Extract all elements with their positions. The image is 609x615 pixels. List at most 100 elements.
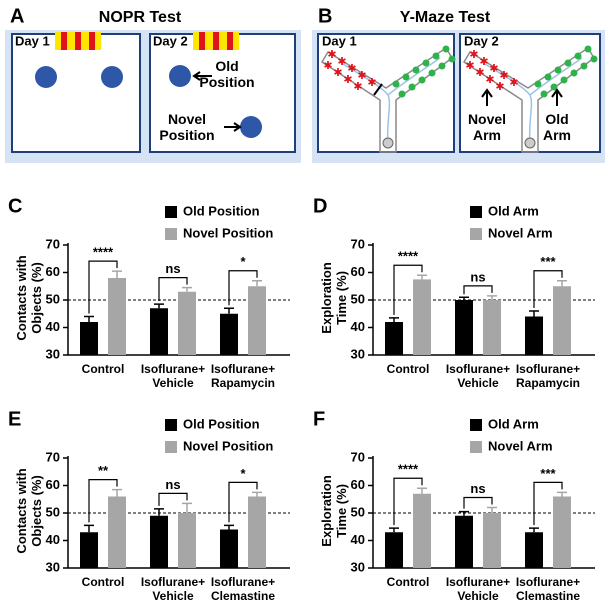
error-bar xyxy=(459,510,469,516)
svg-text:✱: ✱ xyxy=(333,67,342,79)
arena xyxy=(149,33,296,153)
x-tick-label: Isoflurane+ Vehicle xyxy=(140,362,206,390)
svg-text:✱: ✱ xyxy=(367,77,376,89)
significance-bracket xyxy=(158,492,188,506)
svg-text:✱: ✱ xyxy=(499,70,508,82)
y-tick-label: 60 xyxy=(46,477,60,492)
error-bar xyxy=(487,506,497,513)
object xyxy=(35,66,57,88)
x-tick-label: Control xyxy=(386,575,430,589)
bar xyxy=(553,286,571,355)
significance-bracket xyxy=(88,260,118,314)
bar xyxy=(248,286,266,355)
legend-label: Novel Arm xyxy=(488,438,553,453)
panel-label: C xyxy=(8,195,22,217)
y-axis-label: Contacts with Objects (%) xyxy=(14,468,44,554)
error-bar xyxy=(112,488,122,497)
arrow xyxy=(551,88,563,106)
svg-text:✱: ✱ xyxy=(489,63,498,75)
significance-label: ** xyxy=(98,463,109,478)
arm-label: Old Arm xyxy=(542,111,571,144)
bar xyxy=(150,308,168,355)
bar xyxy=(553,496,571,568)
error-bar xyxy=(389,527,399,533)
cue xyxy=(55,32,239,50)
svg-text:✱: ✱ xyxy=(475,67,484,79)
significance-label: * xyxy=(240,254,246,269)
bar xyxy=(385,322,403,355)
error-bar xyxy=(252,491,262,497)
error-bar xyxy=(224,524,234,530)
svg-text:✱: ✱ xyxy=(509,77,518,89)
x-tick-label: Isoflurane+ Vehicle xyxy=(140,575,206,603)
y-tick-label: 70 xyxy=(351,236,365,251)
bar xyxy=(108,496,126,568)
significance-bracket xyxy=(228,270,258,306)
legend-swatch xyxy=(470,419,482,431)
x-tick-label: Isoflurane+ Clemastine xyxy=(515,575,581,603)
y-tick-label: 60 xyxy=(351,264,365,279)
y-tick-label: 50 xyxy=(351,291,365,306)
legend-label: Old Position xyxy=(183,416,260,431)
y-tick-label: 70 xyxy=(46,236,60,251)
panel-label: D xyxy=(313,195,327,217)
panel-label: F xyxy=(313,408,325,430)
svg-text:✱: ✱ xyxy=(337,56,346,68)
error-bar xyxy=(182,502,192,513)
y-tick-label: 40 xyxy=(351,319,365,334)
day-label: Day 1 xyxy=(15,33,50,48)
error-bar xyxy=(557,491,567,497)
bar xyxy=(178,513,196,568)
significance-label: ns xyxy=(165,477,180,492)
y-tick-label: 30 xyxy=(46,559,60,574)
y-tick-label: 60 xyxy=(46,264,60,279)
significance-bracket xyxy=(463,496,493,509)
legend-swatch xyxy=(470,206,482,218)
x-tick-label: Isoflurane+ Rapamycin xyxy=(515,362,581,390)
bar xyxy=(150,515,168,568)
x-tick-label: Isoflurane+ Vehicle xyxy=(445,575,511,603)
significance-bracket xyxy=(393,477,423,526)
y-tick-label: 60 xyxy=(351,477,365,492)
y-axis-label: Contacts with Objects (%) xyxy=(14,255,44,341)
legend-label: Novel Position xyxy=(183,225,273,240)
x-tick-label: Isoflurane+ Vehicle xyxy=(445,362,511,390)
bar xyxy=(455,300,473,355)
bar xyxy=(178,291,196,355)
svg-text:✱: ✱ xyxy=(479,56,488,68)
svg-text:✱: ✱ xyxy=(327,49,336,61)
y-tick-label: 50 xyxy=(46,504,60,519)
significance-bracket xyxy=(88,479,118,523)
panel-label: B xyxy=(318,5,332,27)
panel-title: Y-Maze Test xyxy=(400,9,491,26)
svg-text:✱: ✱ xyxy=(469,49,478,61)
y-axis-label: Exploration Time (%) xyxy=(319,475,349,547)
legend-swatch xyxy=(470,441,482,453)
bar xyxy=(455,515,473,568)
error-bar xyxy=(154,303,164,309)
error-bar xyxy=(389,317,399,322)
legend-swatch xyxy=(165,228,177,240)
svg-text:✱: ✱ xyxy=(357,70,366,82)
significance-label: *** xyxy=(540,254,556,269)
legend-label: Novel Arm xyxy=(488,225,553,240)
bar xyxy=(220,529,238,568)
y-axis-label: Exploration Time (%) xyxy=(319,262,349,334)
y-tick-label: 40 xyxy=(46,532,60,547)
significance-label: ns xyxy=(470,269,485,284)
y-tick-label: 70 xyxy=(46,449,60,464)
error-bar xyxy=(459,296,469,300)
error-bar xyxy=(252,280,262,287)
significance-label: **** xyxy=(398,249,419,264)
svg-text:✱: ✱ xyxy=(465,60,474,72)
day-label: Day 2 xyxy=(153,33,188,48)
panel-title: NOPR Test xyxy=(99,9,182,26)
x-tick-label: Control xyxy=(81,575,125,589)
y-tick-label: 30 xyxy=(46,346,60,361)
significance-label: **** xyxy=(93,245,114,260)
y-tick-label: 50 xyxy=(46,291,60,306)
significance-label: *** xyxy=(540,466,556,481)
legend-swatch xyxy=(165,441,177,453)
